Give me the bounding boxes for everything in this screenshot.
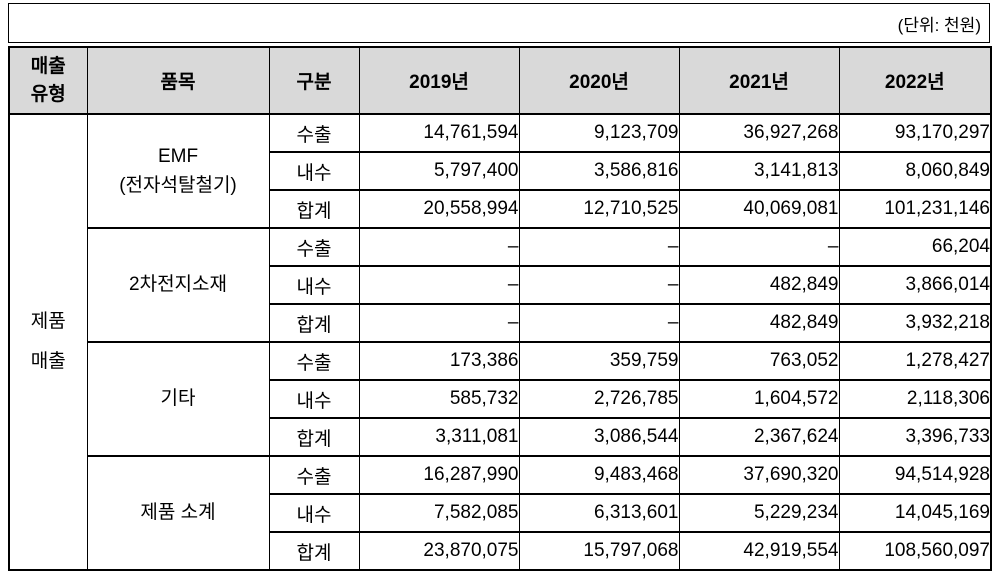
item-cell-battery-material: 2차전지소재 xyxy=(86,227,270,343)
header-year-2020: 2020년 xyxy=(518,46,680,115)
unit-note: (단위: 천원) xyxy=(897,15,981,35)
value-cell: 359,759 xyxy=(518,341,680,381)
table-row: 2차전지소재 수출 – – – 66,204 xyxy=(9,227,992,343)
value-cell: 3,866,014 xyxy=(838,265,992,305)
value-cell: – xyxy=(518,265,680,305)
table-row: 합계 3,311,081 3,086,544 2,367,624 3,396,7… xyxy=(9,417,992,457)
value-cell: 3,932,218 xyxy=(838,303,992,343)
value-cell: 7,582,085 xyxy=(358,493,520,533)
value-cell: 37,690,320 xyxy=(678,455,840,495)
value-cell: 42,919,554 xyxy=(678,531,840,571)
table-row: 내수 585,732 2,726,785 1,604,572 2,118,306 xyxy=(9,379,992,419)
table-row: 합계 20,558,994 12,710,525 40,069,081 101,… xyxy=(9,189,992,229)
value-cell: – xyxy=(518,227,680,267)
sales-type-cell: 제품 매출 xyxy=(8,113,88,571)
value-cell: – xyxy=(518,303,680,343)
value-cell: 482,849 xyxy=(678,265,840,305)
category-cell: 내수 xyxy=(268,493,360,533)
value-cell: 93,170,297 xyxy=(838,113,992,153)
unit-note-box: (단위: 천원) xyxy=(8,3,990,43)
value-cell: 3,141,813 xyxy=(678,151,840,191)
value-cell: 94,514,928 xyxy=(838,455,992,495)
value-cell: 763,052 xyxy=(678,341,840,381)
product-sales-table: 매출 유형 품목 구분 2019년 2020년 2021년 2022년 제품 매… xyxy=(8,46,992,571)
table-row: 내수 7,582,085 6,313,601 5,229,234 14,045,… xyxy=(9,493,992,533)
value-cell: 12,710,525 xyxy=(518,189,680,229)
category-cell: 수출 xyxy=(268,113,360,153)
category-cell: 내수 xyxy=(268,151,360,191)
value-cell: 3,586,816 xyxy=(518,151,680,191)
value-cell: – xyxy=(358,303,520,343)
value-cell: 14,761,594 xyxy=(358,113,520,153)
header-item: 품목 xyxy=(86,46,270,115)
value-cell: 101,231,146 xyxy=(838,189,992,229)
header-year-2022: 2022년 xyxy=(838,46,992,115)
item-cell-other: 기타 xyxy=(86,341,270,457)
value-cell: 2,726,785 xyxy=(518,379,680,419)
header-row: 매출 유형 품목 구분 2019년 2020년 2021년 2022년 xyxy=(8,46,992,115)
category-cell: 합계 xyxy=(268,303,360,343)
value-cell: 40,069,081 xyxy=(678,189,840,229)
value-cell: 3,086,544 xyxy=(518,417,680,457)
table-row: 내수 – – 482,849 3,866,014 xyxy=(9,265,992,305)
category-cell: 합계 xyxy=(268,189,360,229)
table-row: 기타 수출 173,386 359,759 763,052 1,278,427 xyxy=(9,341,992,457)
value-cell: – xyxy=(358,265,520,305)
table-row: 제품 소계 수출 16,287,990 9,483,468 37,690,320… xyxy=(9,455,992,571)
value-cell: 9,483,468 xyxy=(518,455,680,495)
item-cell-emf: EMF (전자석탈철기) xyxy=(86,113,270,229)
header-sales-type: 매출 유형 xyxy=(8,46,88,115)
value-cell: 5,797,400 xyxy=(358,151,520,191)
value-cell: 585,732 xyxy=(358,379,520,419)
category-cell: 수출 xyxy=(268,341,360,381)
item-cell-product-subtotal: 제품 소계 xyxy=(86,455,270,571)
value-cell: 482,849 xyxy=(678,303,840,343)
value-cell: 2,118,306 xyxy=(838,379,992,419)
value-cell: 173,386 xyxy=(358,341,520,381)
value-cell: 20,558,994 xyxy=(358,189,520,229)
header-category: 구분 xyxy=(268,46,360,115)
value-cell: 14,045,169 xyxy=(838,493,992,533)
value-cell: 2,367,624 xyxy=(678,417,840,457)
value-cell: 8,060,849 xyxy=(838,151,992,191)
value-cell: 36,927,268 xyxy=(678,113,840,153)
value-cell: 9,123,709 xyxy=(518,113,680,153)
table-row: 합계 23,870,075 15,797,068 42,919,554 108,… xyxy=(9,531,992,571)
header-year-2019: 2019년 xyxy=(358,46,520,115)
category-cell: 수출 xyxy=(268,455,360,495)
table-row: 합계 – – 482,849 3,932,218 xyxy=(9,303,992,343)
value-cell: 15,797,068 xyxy=(518,531,680,571)
header-year-2021: 2021년 xyxy=(678,46,840,115)
category-cell: 합계 xyxy=(268,531,360,571)
value-cell: 108,560,097 xyxy=(838,531,992,571)
category-cell: 내수 xyxy=(268,379,360,419)
value-cell: 16,287,990 xyxy=(358,455,520,495)
value-cell: 6,313,601 xyxy=(518,493,680,533)
value-cell: 23,870,075 xyxy=(358,531,520,571)
category-cell: 합계 xyxy=(268,417,360,457)
value-cell: – xyxy=(678,227,840,267)
table-row: 제품 매출 EMF (전자석탈철기) 수출 14,761,594 9,123,7… xyxy=(8,113,992,571)
table-row: 내수 5,797,400 3,586,816 3,141,813 8,060,8… xyxy=(9,151,992,191)
value-cell: 66,204 xyxy=(838,227,992,267)
value-cell: – xyxy=(358,227,520,267)
value-cell: 1,278,427 xyxy=(838,341,992,381)
value-cell: 5,229,234 xyxy=(678,493,840,533)
value-cell: 3,311,081 xyxy=(358,417,520,457)
value-cell: 1,604,572 xyxy=(678,379,840,419)
category-cell: 내수 xyxy=(268,265,360,305)
value-cell: 3,396,733 xyxy=(838,417,992,457)
category-cell: 수출 xyxy=(268,227,360,267)
